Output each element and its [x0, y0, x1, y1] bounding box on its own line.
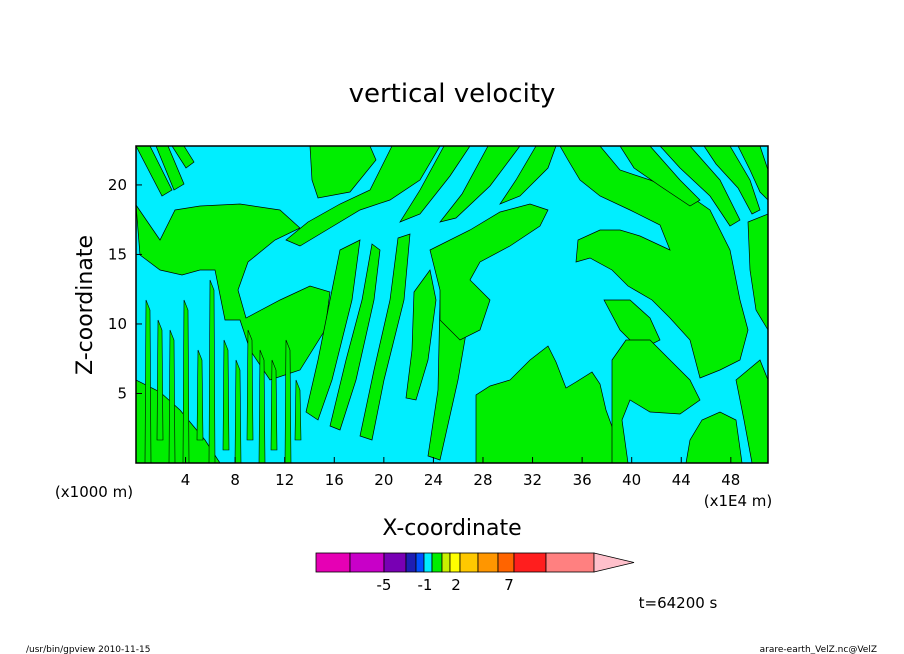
contour-region — [737, 146, 768, 201]
contour-region — [284, 339, 292, 463]
contour-region — [156, 319, 164, 441]
colorbar-swatch — [423, 552, 433, 573]
footer-left: /usr/bin/gpview 2010-11-15 — [26, 645, 150, 654]
contour-region — [559, 146, 749, 379]
x-tick-label: 24 — [424, 471, 443, 489]
contour-region — [136, 146, 173, 197]
colorbar-swatch — [545, 552, 595, 573]
colorbar-swatch — [405, 552, 417, 573]
colorbar-swatch — [431, 552, 443, 573]
time-label: t=64200 s — [639, 594, 718, 612]
y-tick-label: 15 — [108, 245, 127, 263]
contour-region — [309, 146, 377, 199]
x-tick-label: 28 — [473, 471, 492, 489]
colorbar-label: -5 — [377, 576, 392, 594]
contour-region — [405, 269, 437, 401]
contour-region — [439, 146, 521, 223]
contour-region — [144, 299, 152, 463]
contour-region — [359, 233, 411, 441]
colorbar-label: 7 — [504, 576, 514, 594]
contour-region — [294, 379, 302, 441]
x-tick-label: 36 — [573, 471, 592, 489]
x-multiplier-label: (x1E4 m) — [704, 492, 773, 510]
colorbar-swatch — [315, 552, 351, 573]
colorbar-swatch — [449, 552, 461, 573]
x-tick-label: 20 — [374, 471, 393, 489]
x-axis: 4 8 12 16 20 24 28 32 36 40 44 48 — [181, 457, 740, 489]
x-axis-label: X-coordinate — [382, 516, 521, 541]
colorbar-swatch — [383, 552, 407, 573]
contour-region — [735, 359, 768, 463]
contour-region — [258, 349, 266, 463]
contour-region — [155, 146, 185, 191]
contour-region — [208, 279, 216, 463]
contour-region — [196, 349, 204, 441]
contour-region — [136, 379, 221, 463]
x-tick-label: 4 — [181, 471, 191, 489]
contour-region — [168, 329, 176, 463]
colorbar-label: 2 — [451, 576, 461, 594]
y-multiplier-label: (x1000 m) — [55, 483, 133, 501]
contour-region — [246, 329, 254, 441]
x-tick-label: 16 — [325, 471, 344, 489]
colorbar-swatch — [513, 552, 547, 573]
plot-frame — [135, 145, 769, 464]
y-tick-label: 10 — [108, 315, 127, 333]
colorbar-arrow — [593, 552, 635, 573]
contour-fields — [136, 146, 768, 463]
y-tick-label: 5 — [117, 384, 127, 402]
contour-region — [171, 146, 195, 169]
x-tick-label: 48 — [721, 471, 740, 489]
colorbar-label: -1 — [418, 576, 433, 594]
contour-region — [703, 146, 761, 215]
contour-region — [329, 243, 381, 431]
contour-region — [399, 146, 471, 223]
x-tick-label: 32 — [523, 471, 542, 489]
contour-region — [305, 239, 361, 421]
colorbar-swatch — [497, 552, 515, 573]
contour-region — [499, 146, 557, 205]
contour-region — [234, 359, 242, 463]
x-tick-label: 12 — [275, 471, 294, 489]
contour-region — [429, 203, 549, 341]
contour-region — [685, 411, 743, 463]
x-tick-label: 40 — [622, 471, 641, 489]
contour-region — [747, 213, 768, 331]
colorbar-swatch — [349, 552, 385, 573]
colorbar-swatch — [459, 552, 479, 573]
contour-region — [619, 146, 701, 207]
y-axis: 5 10 15 20 — [108, 176, 142, 402]
x-tick-label: 44 — [672, 471, 691, 489]
contour-region — [603, 299, 661, 351]
contour-region — [270, 359, 278, 451]
contour-region — [659, 146, 741, 227]
plot-area — [135, 145, 769, 464]
contour-region — [182, 299, 190, 463]
colorbar — [315, 552, 635, 573]
contour-region — [222, 339, 230, 451]
x-tick-label: 8 — [230, 471, 240, 489]
contour-region — [136, 203, 331, 381]
colorbar-labels: -5 -1 2 7 — [377, 576, 514, 594]
colorbar-swatch — [441, 552, 451, 573]
y-axis-label: Z-coordinate — [73, 235, 98, 375]
contour-region — [611, 339, 701, 463]
chart-title: vertical velocity — [349, 79, 556, 109]
colorbar-swatch — [415, 552, 425, 573]
contour-region — [475, 345, 615, 463]
footer-right: arare-earth_VelZ.nc@VelZ — [760, 645, 877, 654]
colorbar-swatch — [477, 552, 499, 573]
contour-region — [285, 146, 441, 247]
y-tick-label: 20 — [108, 176, 127, 194]
